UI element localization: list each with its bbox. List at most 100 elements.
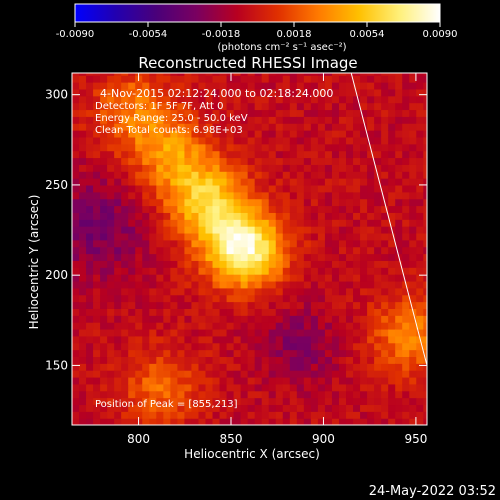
heatmap-pixel [247, 143, 256, 152]
heatmap-pixel [135, 109, 143, 117]
heatmap-pixel [114, 239, 122, 248]
heatmap-pixel [317, 287, 326, 296]
heatmap-pixel [353, 411, 361, 419]
heatmap-pixel [261, 178, 270, 186]
heatmap-pixel [331, 246, 340, 255]
heatmap-pixel [268, 294, 277, 303]
heatmap-pixel [353, 102, 361, 111]
heatmap-pixel [107, 75, 115, 83]
heatmap-pixel [353, 232, 361, 241]
heatmap-pixel [289, 226, 298, 234]
heatmap-pixel [212, 301, 221, 309]
heatmap-pixel [240, 75, 249, 83]
heatmap-pixel [135, 411, 143, 419]
heatmap-pixel [128, 267, 136, 275]
heatmap-pixel [128, 370, 136, 378]
heatmap-pixel [93, 342, 101, 351]
heatmap-pixel [416, 315, 424, 323]
heatmap-pixel [317, 95, 326, 104]
heatmap-pixel [170, 267, 178, 275]
heatmap-pixel [240, 274, 249, 282]
heatmap-pixel [395, 143, 403, 152]
heatmap-pixel [142, 294, 150, 303]
heatmap-pixel [100, 123, 108, 131]
heatmap-pixel [303, 253, 312, 261]
heatmap-pixel [331, 205, 340, 213]
heatmap-pixel [212, 95, 221, 104]
heatmap-pixel [247, 219, 256, 227]
heatmap-pixel [107, 116, 115, 124]
heatmap-pixel [163, 205, 171, 213]
heatmap-pixel [360, 219, 368, 227]
heatmap-pixel [100, 390, 108, 399]
heatmap-pixel [374, 418, 382, 425]
heatmap-pixel [338, 164, 347, 172]
heatmap-pixel [289, 246, 298, 255]
heatmap-pixel [261, 404, 270, 412]
heatmap-pixel [149, 150, 157, 159]
heatmap-pixel [282, 308, 291, 316]
heatmap-pixel [156, 404, 164, 412]
heatmap-pixel [142, 157, 150, 165]
heatmap-pixel [275, 95, 284, 104]
heatmap-pixel [100, 205, 108, 213]
heatmap-pixel [268, 411, 277, 419]
heatmap-pixel [100, 73, 108, 76]
heatmap-pixel [107, 239, 115, 248]
heatmap-pixel [100, 171, 108, 179]
heatmap-pixel [310, 150, 319, 159]
heatmap-pixel [346, 260, 354, 268]
heatmap-pixel [100, 404, 108, 412]
heatmap-pixel [416, 363, 424, 371]
heatmap-pixel [233, 274, 242, 282]
heatmap-pixel [275, 390, 284, 399]
colorbar-tick-label: -0.0054 [129, 29, 168, 40]
heatmap-pixel [135, 150, 143, 159]
heatmap-pixel [416, 383, 424, 392]
heatmap-pixel [219, 376, 228, 385]
heatmap-pixel [240, 102, 249, 111]
heatmap-pixel [142, 143, 150, 152]
heatmap-pixel [303, 116, 312, 124]
heatmap-pixel [170, 260, 178, 268]
heatmap-pixel [324, 136, 333, 145]
heatmap-pixel [381, 75, 389, 83]
heatmap-pixel [107, 383, 115, 392]
heatmap-pixel [226, 349, 235, 358]
heatmap-pixel [135, 219, 143, 227]
heatmap-pixel [149, 335, 157, 344]
heatmap-pixel [346, 253, 354, 261]
heatmap-pixel [114, 246, 122, 255]
heatmap-pixel [367, 164, 375, 172]
heatmap-pixel [367, 109, 375, 117]
heatmap-pixel [240, 397, 249, 406]
heatmap-pixel [395, 205, 403, 213]
heatmap-pixel [177, 184, 186, 193]
heatmap-pixel [303, 130, 312, 138]
heatmap-pixel [156, 116, 164, 124]
heatmap-pixel [282, 164, 291, 172]
heatmap-pixel [324, 335, 333, 344]
heatmap-pixel [93, 191, 101, 200]
heatmap-pixel [374, 184, 382, 193]
heatmap-pixel [240, 130, 249, 138]
heatmap-pixel [374, 274, 382, 282]
heatmap-pixel [360, 397, 368, 406]
heatmap-pixel [233, 287, 242, 296]
heatmap-pixel [289, 260, 298, 268]
heatmap-pixel [261, 88, 270, 97]
heatmap-pixel [353, 260, 361, 268]
heatmap-pixel [233, 342, 242, 351]
heatmap-pixel [121, 418, 129, 425]
heatmap-pixel [219, 95, 228, 104]
heatmap-pixel [338, 370, 347, 378]
heatmap-pixel [303, 390, 312, 399]
heatmap-pixel [198, 198, 207, 207]
heatmap-pixel [289, 116, 298, 124]
heatmap-pixel [353, 397, 361, 406]
heatmap-pixel [275, 109, 284, 117]
heatmap-pixel [324, 315, 333, 323]
heatmap-pixel [310, 226, 319, 234]
heatmap-pixel [268, 260, 277, 268]
heatmap-pixel [107, 171, 115, 179]
